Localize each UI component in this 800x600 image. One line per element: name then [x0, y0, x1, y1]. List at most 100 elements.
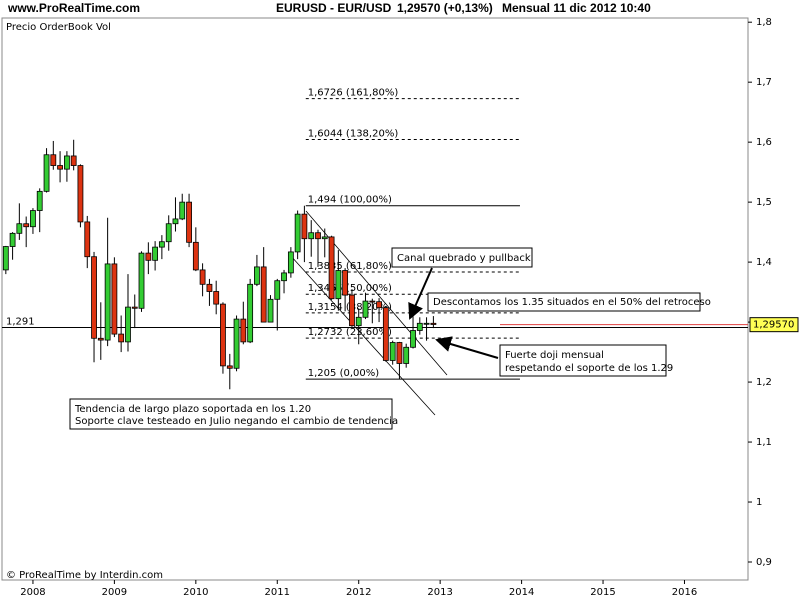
- last-price-label: 1,29570: [753, 320, 794, 331]
- candle-body: [70, 155, 77, 166]
- layer: 1,81,71,61,51,41,31,21,110,9200820092010…: [2, 17, 799, 598]
- candle-body: [267, 298, 274, 323]
- candle-body: [349, 294, 355, 327]
- annotation-box: [391, 247, 533, 268]
- fibo-label: 1,3465 (50,00%): [308, 283, 392, 294]
- candle-body: [199, 269, 206, 285]
- y-tick-label: 1,6: [756, 137, 772, 148]
- annotation-text: Fuerte doji mensual: [505, 350, 604, 361]
- candle-body: [335, 270, 342, 300]
- y-tick-label: 1: [756, 497, 762, 508]
- candle-body: [23, 223, 30, 228]
- candle-body: [179, 201, 186, 220]
- fibo-label: 1,205 (0,00%): [308, 368, 379, 379]
- annotation-text: Tendencia de largo plazo soportada en lo…: [74, 404, 311, 415]
- candle-body: [152, 246, 159, 261]
- candle-body: [77, 165, 84, 223]
- candle-body: [104, 263, 111, 341]
- candle-body: [131, 306, 138, 309]
- candle-body: [2, 246, 9, 271]
- footer: © ProRealTime by Interdin.com: [6, 570, 163, 581]
- candle-body: [430, 322, 437, 325]
- channel-line: [289, 254, 436, 416]
- candle-body: [138, 252, 145, 309]
- fibo-label: 1,3835 (61,80%): [308, 261, 392, 272]
- candle-body: [308, 232, 315, 240]
- candle-body: [165, 223, 172, 243]
- candle-body: [423, 322, 430, 325]
- last-price-box: [749, 317, 799, 333]
- candle-body: [321, 236, 328, 240]
- annotations: Canal quebrado y pullback Descontamos lo…: [69, 247, 711, 430]
- candle-body: [233, 318, 240, 369]
- candle-body: [36, 190, 43, 211]
- candle-body: [43, 154, 50, 192]
- subtitle: Precio OrderBook Vol: [6, 22, 111, 33]
- candle-body: [281, 272, 287, 282]
- annotation-box: [427, 292, 701, 312]
- candle-body: [410, 330, 416, 348]
- annotation-box: [69, 398, 393, 430]
- candle-body: [64, 155, 70, 170]
- candle-body: [30, 210, 36, 228]
- y-tick-label: 1,7: [756, 77, 772, 88]
- annotation-text: respetando el soporte de los 1.29: [505, 363, 673, 374]
- candle-body: [57, 165, 63, 170]
- candle-body: [301, 213, 308, 240]
- candle-body: [192, 241, 199, 271]
- candle-body: [382, 307, 389, 361]
- y-tick-label: 1,4: [756, 257, 772, 268]
- candle-body: [396, 342, 403, 364]
- candle-body: [328, 236, 335, 300]
- arrow: [408, 267, 433, 320]
- symbol: EURUSD - EUR/USD: [276, 1, 392, 15]
- reference-label: 1,291: [6, 316, 35, 327]
- annotation-box: [499, 344, 667, 377]
- candle-body: [254, 266, 260, 285]
- candle-body: [220, 303, 226, 367]
- candle-body: [158, 241, 165, 248]
- x-tick-label: 2013: [427, 587, 452, 598]
- candle-body: [111, 263, 118, 335]
- candle-body: [287, 251, 294, 274]
- y-tick-label: 0,9: [756, 557, 772, 568]
- annotation-text: Soporte clave testeado en Julio negando …: [75, 416, 398, 427]
- site: www.ProRealTime.com: [7, 1, 140, 15]
- candle-body: [118, 333, 125, 343]
- candle-body: [213, 291, 220, 305]
- x-tick-label: 2015: [590, 587, 615, 598]
- candle-body: [186, 201, 192, 243]
- candle-body: [91, 256, 97, 339]
- annotation-text: Canal quebrado y pullback: [397, 253, 531, 264]
- fibo-label: 1,494 (100,00%): [308, 195, 392, 206]
- fibo-label: 1,2732 (23,60%): [308, 327, 392, 338]
- x-tick-label: 2008: [20, 587, 45, 598]
- x-tick-label: 2010: [183, 587, 208, 598]
- candle-body: [16, 223, 23, 234]
- candle-body: [247, 283, 254, 343]
- candle-body: [84, 221, 91, 258]
- candle-body: [125, 306, 131, 343]
- candle-body: [376, 301, 382, 309]
- fibo-label: 1,6726 (161,80%): [308, 88, 399, 99]
- candle-body: [172, 218, 179, 225]
- y-tick-label: 1,8: [756, 17, 772, 28]
- period: Mensual 11 dic 2012 10:40: [502, 1, 651, 15]
- x-tick-label: 2012: [346, 587, 371, 598]
- x-tick-label: 2011: [265, 587, 290, 598]
- candle-body: [294, 213, 301, 253]
- x-tick-label: 2016: [672, 587, 697, 598]
- x-tick-label: 2009: [102, 587, 127, 598]
- candle-body: [97, 337, 104, 341]
- candle-body: [315, 232, 321, 240]
- x-tick-label: 2014: [509, 587, 534, 598]
- candle-body: [369, 300, 376, 303]
- candle-body: [206, 283, 213, 292]
- quote: 1,29570 (+0,13%): [397, 1, 493, 15]
- candle-body: [226, 365, 233, 369]
- candle-body: [355, 316, 362, 327]
- candle-body: [274, 280, 281, 300]
- y-tick-label: 1,2: [756, 377, 772, 388]
- candle-body: [260, 266, 267, 323]
